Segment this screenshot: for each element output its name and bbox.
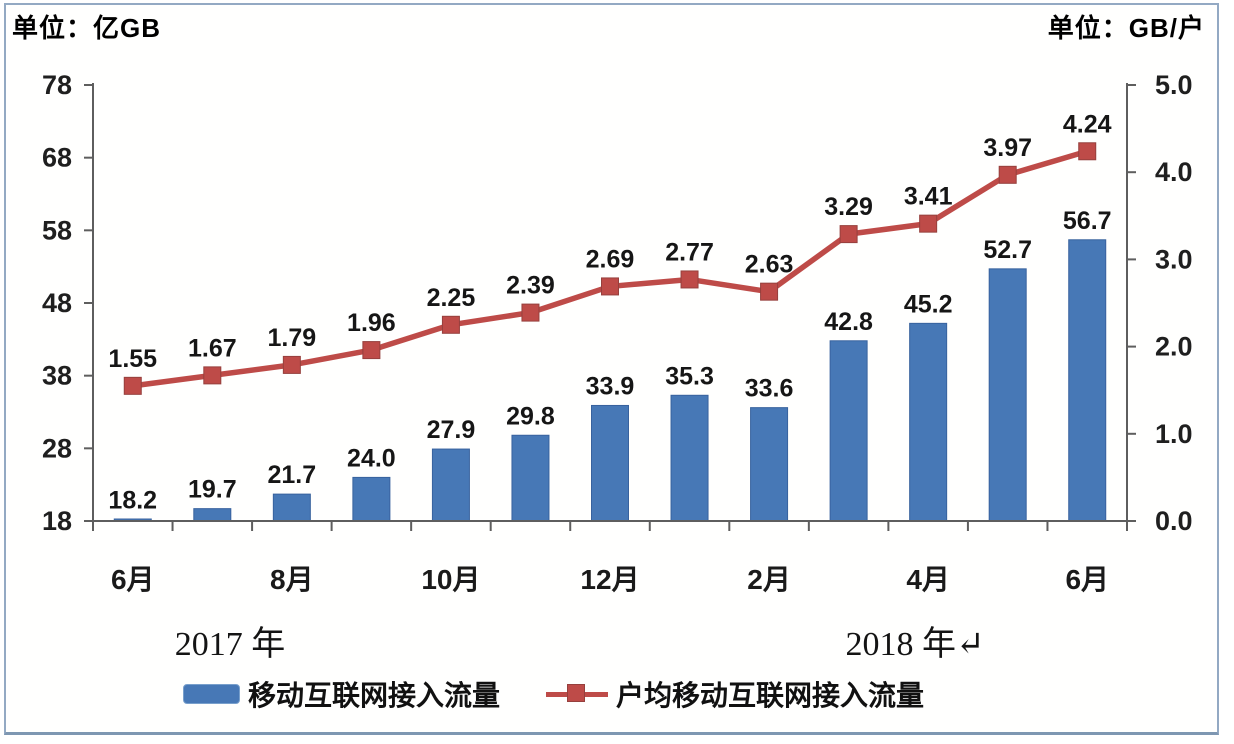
line-marker — [760, 282, 779, 301]
x-axis-month-label: 10月 — [421, 564, 480, 595]
line-value-label: 1.67 — [188, 334, 237, 362]
bar- — [511, 434, 550, 522]
line-marker — [998, 165, 1017, 184]
bar- — [193, 508, 232, 522]
line-marker — [919, 214, 938, 233]
bar-value-label: 29.8 — [506, 402, 555, 430]
bar- — [352, 476, 391, 522]
bar-10月 — [431, 448, 470, 522]
bar-series-legend-label: 移动互联网接入流量 — [248, 680, 501, 711]
left-axis-unit-label: 单位：亿GB — [12, 13, 162, 43]
x-axis-month-label: 4月 — [906, 564, 950, 595]
right-axis-tick-label: 3.0 — [1155, 244, 1193, 274]
left-axis-tick-label: 48 — [42, 288, 72, 318]
line-marker — [203, 366, 222, 385]
line-marker — [680, 270, 699, 289]
left-axis-tick-label: 38 — [42, 361, 72, 391]
bar-value-label: 45.2 — [904, 290, 953, 318]
left-axis-tick-label: 18 — [42, 506, 72, 536]
line-marker — [362, 341, 381, 360]
left-axis-tick-label: 58 — [42, 215, 72, 245]
year-label-2017: 2017 年 — [174, 626, 286, 663]
legend-item-bar-series: 移动互联网接入流量 — [183, 674, 500, 714]
x-axis-month-label: 6月 — [1065, 564, 1109, 595]
bar-6月 — [1068, 239, 1107, 522]
line-value-label: 4.24 — [1063, 110, 1112, 138]
line-value-label: 2.39 — [506, 272, 555, 300]
year-label-2018: 2018 年↵ — [845, 626, 985, 663]
bar-value-label: 21.7 — [268, 461, 317, 489]
x-axis-month-label: 12月 — [580, 564, 639, 595]
right-axis-tick-label: 2.0 — [1155, 332, 1193, 362]
line-value-label: 3.97 — [983, 134, 1032, 162]
bar-value-label: 33.9 — [586, 372, 635, 400]
bar- — [670, 394, 709, 522]
right-axis-unit-label: 单位：GB/户 — [1047, 13, 1205, 43]
bar-value-label: 52.7 — [983, 236, 1032, 264]
bar-value-label: 33.6 — [745, 375, 794, 403]
bar-value-label: 24.0 — [347, 444, 396, 472]
left-axis-tick-label: 78 — [42, 70, 72, 100]
right-axis-tick-label: 4.0 — [1155, 157, 1193, 187]
line-value-label: 1.79 — [268, 324, 317, 352]
line-marker — [441, 315, 460, 334]
line-value-label: 2.77 — [665, 238, 714, 266]
x-axis-month-label: 2月 — [747, 564, 791, 595]
line-marker — [839, 225, 858, 244]
bar-value-label: 18.2 — [108, 487, 157, 515]
line-marker — [1078, 142, 1097, 161]
bar-value-label: 56.7 — [1063, 207, 1112, 235]
line-series-swatch-icon — [546, 684, 609, 704]
left-axis-tick-label: 28 — [42, 433, 72, 463]
bar-2月 — [750, 407, 789, 522]
line-value-label: 2.69 — [586, 245, 635, 273]
bar-4月 — [909, 322, 948, 522]
bar-12月 — [591, 404, 629, 522]
bar-value-label: 42.8 — [824, 308, 873, 336]
x-axis-month-label: 8月 — [270, 564, 314, 595]
bar-series-swatch-icon — [183, 684, 240, 704]
bar-value-label: 19.7 — [188, 476, 237, 504]
line-marker — [282, 355, 301, 374]
line-value-label: 1.55 — [108, 345, 157, 373]
line-marker — [123, 376, 142, 395]
bar-value-label: 27.9 — [427, 416, 476, 444]
line-value-label: 1.96 — [347, 309, 396, 337]
bar- — [829, 340, 868, 522]
bar- — [988, 268, 1027, 522]
line-series-legend-label: 户均移动互联网接入流量 — [616, 680, 925, 711]
line-value-label: 2.25 — [427, 284, 476, 312]
line-marker — [601, 277, 619, 296]
right-axis-tick-label: 5.0 — [1155, 70, 1193, 100]
x-axis-month-label: 6月 — [111, 564, 155, 595]
right-axis-tick-label: 0.0 — [1155, 506, 1193, 536]
bar-value-label: 35.3 — [665, 362, 714, 390]
legend-item-line-series: 户均移动互联网接入流量 — [546, 674, 924, 714]
left-axis-tick-label: 68 — [42, 143, 72, 173]
line-marker — [521, 303, 540, 322]
bar-8月 — [272, 493, 311, 522]
line-value-label: 2.63 — [745, 251, 794, 279]
right-axis-tick-label: 1.0 — [1155, 419, 1193, 449]
legend: 移动互联网接入流量 户均移动互联网接入流量 — [183, 674, 924, 714]
line-value-label: 3.41 — [904, 183, 953, 211]
line-value-label: 3.29 — [824, 193, 873, 221]
